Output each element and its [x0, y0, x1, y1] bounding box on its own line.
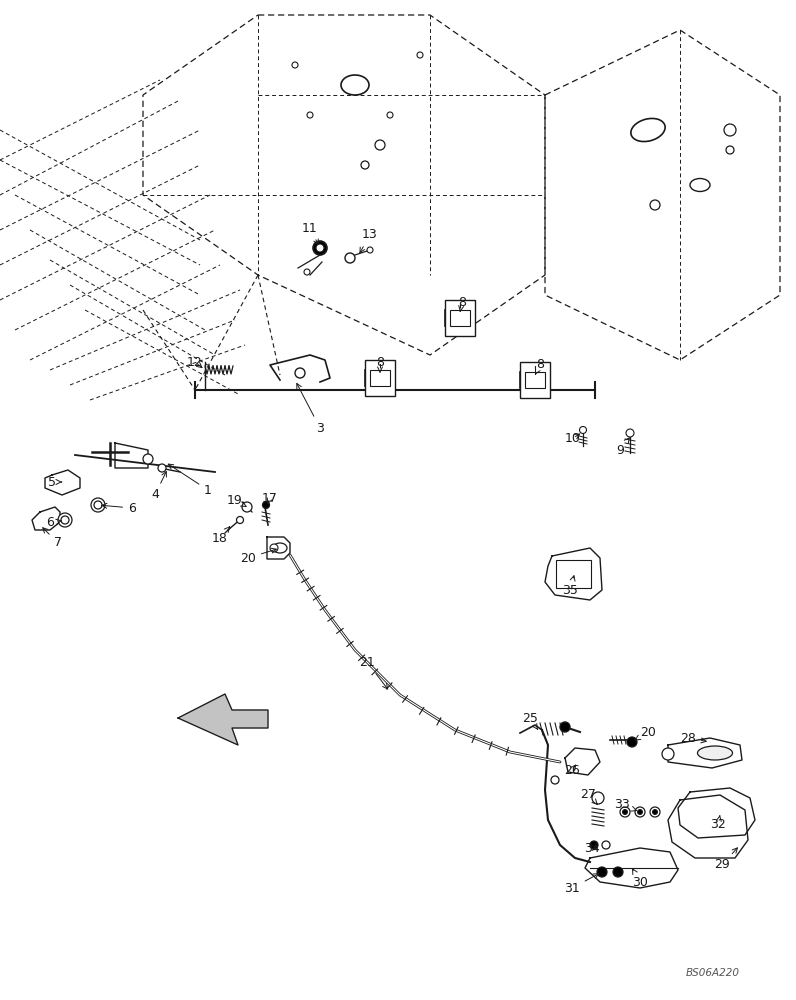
Text: 8: 8	[535, 359, 544, 374]
Circle shape	[417, 52, 423, 58]
Circle shape	[560, 722, 570, 732]
Circle shape	[650, 200, 660, 210]
Circle shape	[367, 247, 373, 253]
Text: 1: 1	[168, 464, 212, 496]
Circle shape	[653, 810, 657, 814]
Text: 7: 7	[43, 528, 62, 550]
Text: 6: 6	[102, 502, 136, 514]
Circle shape	[622, 810, 627, 814]
Bar	[525, 372, 545, 388]
Ellipse shape	[631, 118, 665, 142]
Bar	[365, 360, 395, 396]
Ellipse shape	[273, 543, 287, 553]
Circle shape	[313, 241, 327, 255]
Circle shape	[316, 244, 324, 252]
Text: 12: 12	[187, 356, 203, 368]
Circle shape	[307, 112, 313, 118]
Circle shape	[270, 544, 278, 552]
Circle shape	[602, 841, 610, 849]
Circle shape	[662, 748, 674, 760]
Bar	[445, 300, 475, 336]
Circle shape	[304, 269, 310, 275]
Bar	[556, 560, 591, 588]
Circle shape	[551, 776, 559, 784]
Text: 31: 31	[564, 874, 599, 894]
Circle shape	[242, 502, 252, 512]
Circle shape	[627, 737, 637, 747]
Text: 9: 9	[616, 438, 630, 456]
Text: 8: 8	[376, 356, 384, 372]
Circle shape	[597, 867, 607, 877]
Circle shape	[58, 513, 72, 527]
Ellipse shape	[690, 178, 710, 192]
Text: 29: 29	[714, 848, 737, 871]
Bar	[450, 310, 470, 326]
Circle shape	[592, 792, 604, 804]
Circle shape	[638, 810, 642, 814]
Text: 32: 32	[710, 816, 726, 832]
Text: 5: 5	[48, 476, 61, 488]
Circle shape	[590, 841, 598, 849]
Circle shape	[375, 140, 385, 150]
Circle shape	[635, 807, 645, 817]
Circle shape	[579, 426, 587, 434]
Circle shape	[94, 501, 102, 509]
Circle shape	[292, 62, 298, 68]
Circle shape	[726, 146, 734, 154]
Circle shape	[158, 464, 166, 472]
Text: 28: 28	[680, 732, 706, 744]
Circle shape	[295, 368, 305, 378]
Text: 3: 3	[297, 383, 324, 434]
Text: 34: 34	[584, 842, 600, 854]
Ellipse shape	[697, 746, 732, 760]
Text: 30: 30	[632, 869, 648, 888]
Text: 17: 17	[262, 491, 278, 504]
Circle shape	[263, 502, 270, 508]
Circle shape	[91, 498, 105, 512]
Text: 10: 10	[565, 432, 581, 444]
Bar	[370, 370, 390, 386]
Circle shape	[345, 253, 355, 263]
Text: 20: 20	[635, 726, 656, 740]
Circle shape	[724, 124, 736, 136]
Text: 6: 6	[46, 516, 61, 530]
Circle shape	[361, 161, 369, 169]
Polygon shape	[178, 694, 268, 745]
Circle shape	[650, 807, 660, 817]
Circle shape	[236, 516, 244, 524]
Text: 18: 18	[212, 527, 230, 544]
Circle shape	[387, 112, 393, 118]
Text: 20: 20	[240, 548, 276, 564]
Text: 11: 11	[302, 222, 318, 245]
Text: 21: 21	[359, 656, 388, 689]
Text: 35: 35	[562, 576, 578, 596]
Bar	[520, 362, 550, 398]
Text: 4: 4	[151, 471, 166, 502]
Text: 33: 33	[615, 798, 636, 812]
Ellipse shape	[341, 75, 369, 95]
Text: 26: 26	[564, 764, 579, 776]
Text: 27: 27	[580, 788, 598, 804]
Text: BS06A220: BS06A220	[686, 968, 740, 978]
Text: 25: 25	[522, 712, 538, 730]
Circle shape	[61, 516, 69, 524]
Circle shape	[620, 807, 630, 817]
Text: 13: 13	[360, 229, 378, 253]
Text: 19: 19	[227, 493, 246, 506]
Circle shape	[613, 867, 623, 877]
Text: 8: 8	[458, 296, 466, 311]
Circle shape	[626, 429, 634, 437]
Circle shape	[143, 454, 153, 464]
